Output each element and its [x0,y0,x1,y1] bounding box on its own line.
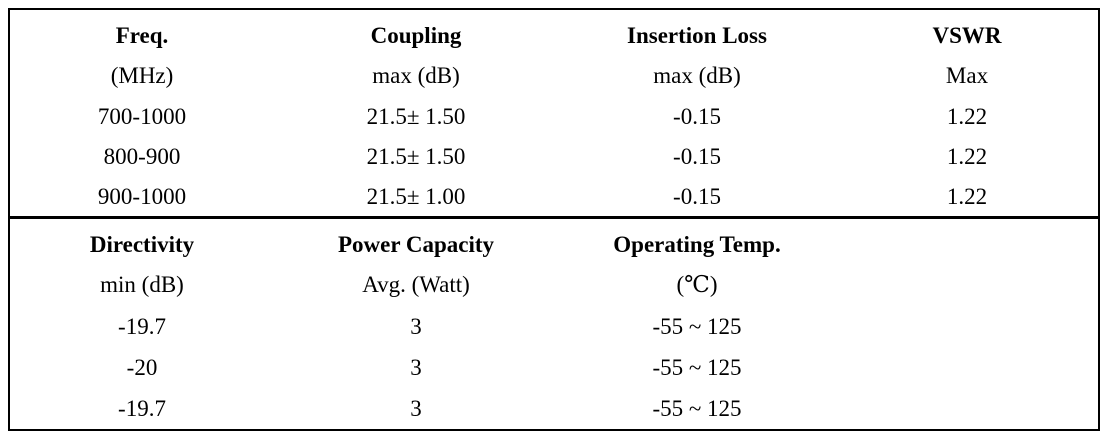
header-vswr: VSWR [932,23,1002,48]
table-row: -20 3 -55 ~ 125 [10,348,1098,388]
cell-insertion-loss: -0.15 [673,184,721,209]
header-coupling: Coupling [370,23,462,48]
cell-coupling: 21.5± 1.50 [366,144,466,169]
table-row: 900-1000 21.5± 1.00 -0.15 1.22 [10,177,1098,217]
table-row: 700-1000 21.5± 1.50 -0.15 1.22 [10,97,1098,137]
unit-coupling: max (dB) [372,63,460,88]
unit-directivity: min (dB) [100,272,184,297]
cell-power-capacity: 3 [410,355,422,380]
cell-operating-temp: -55 ~ 125 [652,355,742,380]
cell-coupling: 21.5± 1.00 [366,184,466,209]
cell-vswr: 1.22 [946,104,988,129]
cell-power-capacity: 3 [410,314,422,339]
bottom-header-row: Directivity Power Capacity Operating Tem… [10,225,1098,265]
top-header-row: Freq. Coupling Insertion Loss VSWR [10,16,1098,56]
cell-insertion-loss: -0.15 [673,104,721,129]
top-section: Freq. Coupling Insertion Loss VSWR (MHz)… [10,10,1098,216]
unit-insertion-loss: max (dB) [653,63,741,88]
header-power-capacity: Power Capacity [337,232,495,257]
cell-freq: 800-900 [103,144,181,169]
top-units-row: (MHz) max (dB) max (dB) Max [10,56,1098,96]
bottom-units-row: min (dB) Avg. (Watt) (℃) [10,265,1098,305]
cell-directivity: -19.7 [118,396,166,421]
cell-freq: 900-1000 [97,184,187,209]
unit-freq: (MHz) [110,63,174,88]
table-row: 800-900 21.5± 1.50 -0.15 1.22 [10,137,1098,177]
cell-coupling: 21.5± 1.50 [366,104,466,129]
cell-insertion-loss: -0.15 [673,144,721,169]
cell-directivity: -19.7 [118,314,166,339]
bottom-section: Directivity Power Capacity Operating Tem… [10,219,1098,429]
cell-vswr: 1.22 [946,184,988,209]
table-row: -19.7 3 -55 ~ 125 [10,389,1098,429]
cell-power-capacity: 3 [410,396,422,421]
spec-table: Freq. Coupling Insertion Loss VSWR (MHz)… [8,8,1100,431]
cell-freq: 700-1000 [97,104,187,129]
cell-operating-temp: -55 ~ 125 [652,396,742,421]
cell-vswr: 1.22 [946,144,988,169]
section-divider [10,216,1098,219]
unit-vswr: Max [945,63,989,88]
header-directivity: Directivity [89,232,195,257]
cell-operating-temp: -55 ~ 125 [652,314,742,339]
header-freq: Freq. [115,23,169,48]
header-operating-temp: Operating Temp. [613,232,781,257]
cell-directivity: -20 [126,355,158,380]
table-row: -19.7 3 -55 ~ 125 [10,307,1098,347]
unit-operating-temp: (℃) [676,272,718,297]
unit-power-capacity: Avg. (Watt) [362,272,470,297]
header-insertion-loss: Insertion Loss [627,23,767,48]
